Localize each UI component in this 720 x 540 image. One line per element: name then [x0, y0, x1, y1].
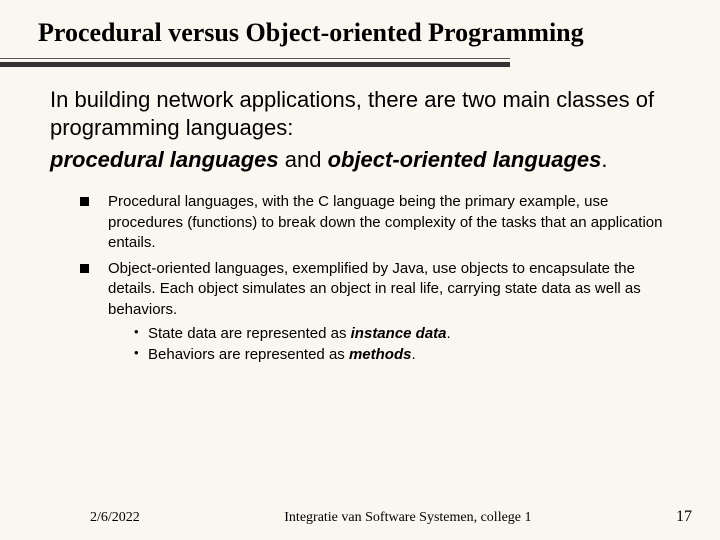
bullet-text: Object-oriented languages, exemplified b…: [108, 260, 641, 318]
sub-text-post: .: [411, 346, 415, 363]
sub-text-post: .: [447, 325, 451, 342]
intro-text: In building network applications, there …: [50, 86, 678, 142]
term-procedural: procedural languages: [50, 147, 279, 172]
intro-mid: and: [279, 147, 328, 172]
slide-footer: 2/6/2022 Integratie van Software Systeme…: [0, 508, 720, 526]
footer-date: 2/6/2022: [90, 510, 140, 526]
rule-thin: [0, 58, 510, 59]
term-instance-data: instance data: [351, 325, 447, 342]
bullet-item: Object-oriented languages, exemplified b…: [80, 259, 678, 365]
bullet-text: Procedural languages, with the C languag…: [108, 193, 662, 251]
slide: Procedural versus Object-oriented Progra…: [0, 0, 720, 540]
slide-title: Procedural versus Object-oriented Progra…: [32, 18, 688, 48]
title-rule: [32, 58, 688, 72]
sub-text-pre: State data are represented as: [148, 325, 351, 342]
intro-emphasis: procedural languages and object-oriented…: [50, 146, 678, 174]
term-methods: methods: [349, 346, 412, 363]
bullet-item: Procedural languages, with the C languag…: [80, 192, 678, 253]
rule-thick: [0, 62, 510, 67]
term-oo: object-oriented languages: [328, 147, 602, 172]
bullet-list: Procedural languages, with the C languag…: [50, 192, 678, 365]
slide-body: In building network applications, there …: [32, 86, 688, 365]
sub-bullet-list: State data are represented as instance d…: [108, 323, 678, 365]
sub-text-pre: Behaviors are represented as: [148, 346, 349, 363]
sub-bullet-item: State data are represented as instance d…: [134, 323, 678, 344]
slide-number: 17: [676, 508, 692, 526]
sub-bullet-item: Behaviors are represented as methods.: [134, 344, 678, 365]
intro-end: .: [601, 147, 607, 172]
footer-center: Integratie van Software Systemen, colleg…: [140, 510, 676, 526]
